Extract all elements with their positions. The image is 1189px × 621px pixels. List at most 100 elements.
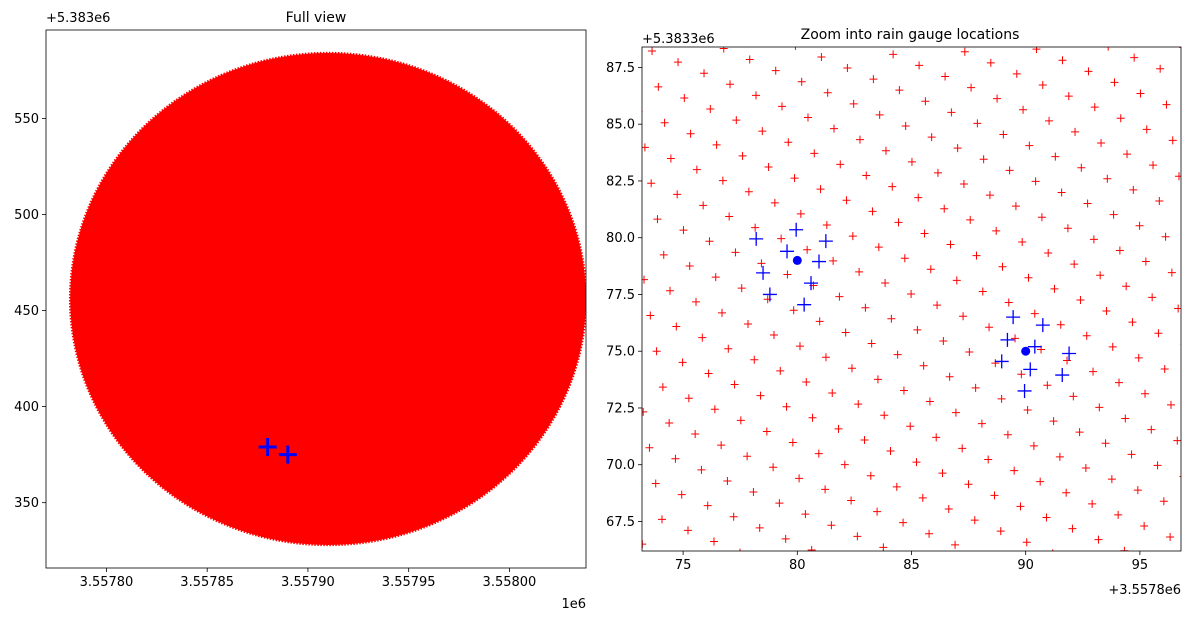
grid-point	[914, 193, 923, 202]
grid-point	[853, 532, 862, 541]
grid-point	[945, 372, 954, 381]
grid-point	[810, 149, 819, 158]
grid-point	[1147, 425, 1156, 434]
grid-point	[879, 543, 888, 551]
grid-point	[673, 190, 682, 199]
y-tick-label: 72.5	[606, 401, 635, 416]
gauge-point	[1006, 310, 1021, 325]
grid-point	[892, 482, 901, 491]
grid-point	[795, 474, 804, 483]
grid-points-disc	[69, 51, 586, 547]
grid-point	[660, 118, 669, 127]
grid-point	[1070, 260, 1079, 269]
gauge-point	[812, 254, 827, 269]
grid-point	[782, 402, 791, 411]
grid-point	[775, 499, 784, 508]
grid-point	[664, 551, 672, 559]
gauge-center	[792, 255, 802, 265]
grid-point	[1161, 232, 1170, 241]
grid-point	[724, 344, 733, 353]
grid-point	[873, 375, 882, 384]
grid-point	[1121, 414, 1130, 423]
grid-point	[1029, 441, 1038, 450]
grid-point	[1159, 497, 1168, 506]
grid-point	[659, 250, 668, 259]
grid-point	[958, 444, 967, 453]
grid-point	[993, 94, 1002, 103]
gauge-point	[818, 234, 833, 249]
grid-point	[1108, 342, 1117, 351]
grid-point	[1010, 466, 1019, 475]
grid-point	[658, 383, 667, 392]
grid-point	[1109, 210, 1118, 219]
grid-point	[719, 47, 728, 53]
gauge-point	[1017, 383, 1032, 398]
grid-point	[880, 411, 889, 420]
grid-point	[951, 408, 960, 417]
grid-point	[874, 243, 883, 252]
grid-point	[823, 88, 832, 97]
grid-point	[677, 490, 686, 499]
grid-point	[967, 83, 976, 92]
x-tick-label: 95	[1132, 558, 1149, 573]
grid-point	[710, 405, 719, 414]
grid-point	[977, 419, 986, 428]
grid-point	[686, 129, 695, 138]
grid-point	[1180, 343, 1181, 345]
grid-point	[749, 488, 758, 497]
grid-point	[1049, 417, 1058, 426]
grid-point	[1062, 488, 1071, 497]
grid-point	[648, 47, 657, 56]
y-tick-label: 75.0	[606, 345, 635, 360]
grid-point	[1148, 293, 1157, 302]
grid-point	[1018, 237, 1027, 246]
grid-point	[1057, 188, 1066, 197]
grid-point	[1082, 331, 1091, 340]
grid-point	[900, 254, 909, 263]
grid-point	[1114, 510, 1123, 519]
gauge-point	[1027, 339, 1042, 354]
grid-point	[1156, 64, 1165, 73]
grid-point	[848, 232, 857, 241]
grid-point	[920, 229, 929, 238]
grid-point	[860, 435, 869, 444]
x-tick-label: 90	[1017, 558, 1034, 573]
grid-point	[691, 430, 700, 439]
grid-point	[827, 521, 836, 530]
grid-point	[1030, 309, 1039, 318]
grid-point	[817, 52, 826, 61]
grid-point	[642, 407, 648, 416]
x-tick-label: 3.55795	[382, 575, 436, 590]
grid-point	[895, 86, 904, 95]
grid-point	[1160, 365, 1169, 374]
full-view-data	[69, 51, 586, 547]
grid-point	[758, 127, 767, 136]
grid-point	[933, 301, 942, 310]
grid-point	[1019, 105, 1028, 114]
grid-point	[1016, 502, 1025, 511]
grid-point	[789, 306, 798, 315]
grid-point	[1167, 268, 1176, 277]
grid-point	[855, 135, 864, 144]
grid-point	[1063, 356, 1072, 365]
gauge-point	[804, 276, 819, 291]
grid-point	[666, 286, 675, 295]
grid-point	[777, 234, 786, 243]
grid-point	[665, 418, 674, 427]
grid-point	[881, 146, 890, 155]
gauge-point	[994, 354, 1009, 369]
grid-point	[1110, 78, 1119, 87]
grid-point	[718, 308, 727, 317]
gauge-point	[1000, 332, 1015, 347]
grid-point	[899, 386, 908, 395]
grid-point	[1142, 125, 1151, 134]
grid-point	[796, 209, 805, 218]
grid-point	[807, 546, 816, 551]
grid-point	[783, 270, 792, 279]
grid-point	[991, 359, 1000, 368]
grid-point	[706, 105, 715, 114]
grid-point	[718, 176, 727, 185]
grid-point	[750, 355, 759, 364]
grid-point	[1153, 461, 1162, 470]
grid-point	[1173, 436, 1181, 445]
